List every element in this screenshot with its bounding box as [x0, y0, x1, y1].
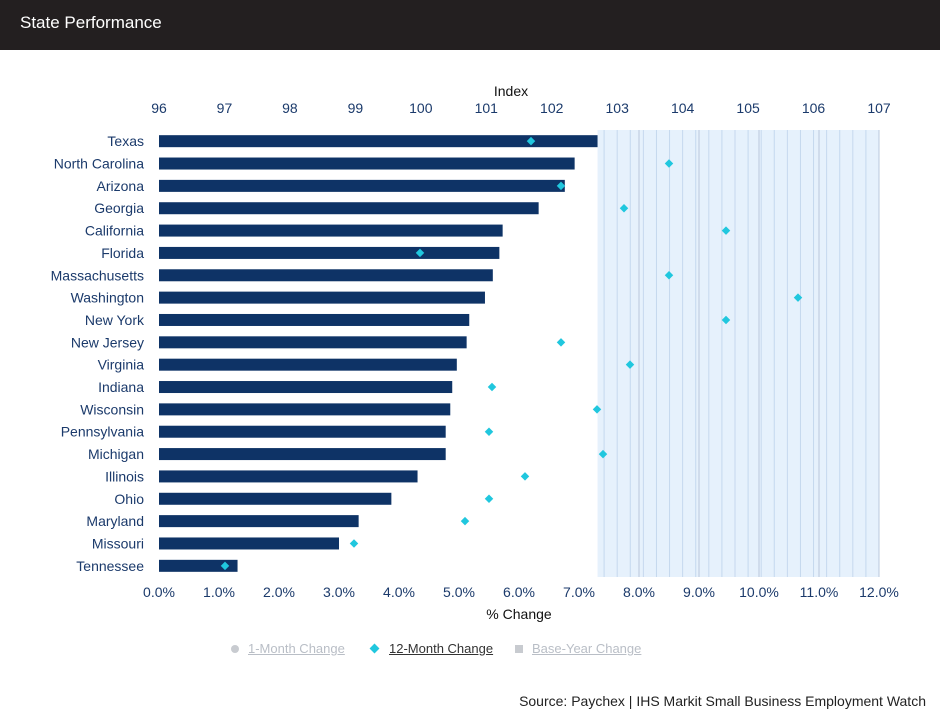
- diamond-marker: [349, 539, 359, 548]
- diamond-marker: [664, 271, 674, 280]
- top-tick-label: 106: [802, 100, 826, 116]
- bar: [159, 492, 392, 505]
- bar: [159, 470, 418, 483]
- top-tick-label: 102: [540, 100, 564, 116]
- bar: [159, 515, 359, 528]
- bar: [159, 448, 446, 461]
- bottom-axis-title: % Change: [486, 606, 552, 622]
- diamond-icon: [369, 643, 380, 654]
- diamond-marker: [487, 382, 497, 392]
- bottom-tick-label: 3.0%: [323, 584, 355, 600]
- bar: [159, 269, 493, 282]
- category-label: New Jersey: [71, 334, 144, 350]
- legend-item-12-month[interactable]: 12-Month Change: [369, 641, 493, 656]
- bar: [159, 559, 238, 572]
- bar: [159, 157, 575, 170]
- state-performance-chart: Texas North Carolina Arizona Georgia Califor…: [51, 83, 899, 622]
- legend-label: 1-Month Change: [248, 641, 345, 656]
- bottom-tick-label: 7.0%: [563, 584, 595, 600]
- bottom-tick-label: 1.0%: [203, 584, 235, 600]
- diamond-marker: [592, 405, 602, 414]
- category-label: Washington: [71, 290, 144, 306]
- bottom-tick-label: 9.0%: [683, 584, 715, 600]
- bottom-tick-label: 2.0%: [263, 584, 295, 600]
- bar: [159, 381, 453, 394]
- top-tick-label: 100: [409, 100, 433, 116]
- category-label: California: [85, 223, 144, 239]
- diamond-marker: [598, 449, 608, 459]
- bar: [159, 336, 467, 349]
- bar: [159, 291, 485, 304]
- square-icon: [515, 644, 523, 653]
- circle-icon: [231, 644, 239, 653]
- bar: [159, 358, 457, 371]
- diamond-marker: [520, 472, 530, 481]
- category-label: Michigan: [88, 446, 144, 462]
- diamond-marker: [556, 338, 566, 347]
- category-label: Florida: [101, 245, 144, 261]
- top-tick-label: 96: [151, 100, 167, 116]
- category-label: Maryland: [86, 513, 144, 529]
- category-label: Tennessee: [76, 558, 144, 574]
- bar: [159, 202, 539, 215]
- category-label: Indiana: [98, 379, 144, 395]
- bar: [159, 224, 503, 237]
- bottom-tick-label: 12.0%: [859, 584, 899, 600]
- top-tick-label: 105: [736, 100, 760, 116]
- bottom-tick-label: 6.0%: [503, 584, 535, 600]
- category-label: North Carolina: [54, 156, 144, 172]
- page-title: State Performance: [20, 13, 162, 32]
- bottom-tick-label: 4.0%: [383, 584, 415, 600]
- bar: [159, 246, 500, 259]
- bar: [159, 537, 339, 550]
- top-tick-label: 107: [867, 100, 891, 116]
- legend-item-1-month[interactable]: 1-Month Change: [231, 641, 345, 656]
- bottom-tick-label: 10.0%: [739, 584, 779, 600]
- bottom-tick-label: 5.0%: [443, 584, 475, 600]
- category-label: Ohio: [114, 491, 144, 507]
- diamond-marker: [460, 516, 470, 526]
- category-label: Wisconsin: [80, 401, 144, 417]
- category-label: Massachusetts: [51, 267, 144, 283]
- category-label: Missouri: [92, 535, 144, 551]
- diamond-marker: [415, 248, 425, 258]
- category-label: Virginia: [98, 357, 145, 373]
- bar: [159, 403, 451, 416]
- plot-shade: [597, 130, 879, 577]
- bar: [159, 135, 598, 148]
- category-label: Illinois: [105, 468, 144, 484]
- diamond-marker: [484, 494, 494, 504]
- category-label: Georgia: [94, 200, 144, 216]
- bar: [159, 425, 446, 438]
- top-tick-label: 99: [348, 100, 364, 116]
- chart-legend: 1-Month Change 12-Month Change Base-Year…: [0, 641, 940, 661]
- top-tick-label: 101: [475, 100, 499, 116]
- diamond-marker: [625, 360, 635, 369]
- top-tick-label: 103: [606, 100, 630, 116]
- bottom-tick-label: 8.0%: [623, 584, 655, 600]
- bar: [159, 313, 470, 326]
- header-bar: State Performance: [0, 0, 940, 50]
- source-note: Source: Paychex | IHS Markit Small Busin…: [519, 693, 926, 709]
- top-axis-title: Index: [494, 83, 528, 99]
- top-tick-label: 104: [671, 100, 695, 116]
- legend-label: 12-Month Change: [389, 641, 494, 656]
- bar: [159, 179, 565, 192]
- diamond-marker: [484, 427, 494, 436]
- category-label: Arizona: [97, 178, 145, 194]
- diamond-marker: [721, 315, 731, 325]
- legend-label: Base-Year Change: [532, 641, 642, 656]
- top-tick-label: 98: [282, 100, 298, 116]
- category-label: New York: [85, 312, 145, 328]
- category-label: Texas: [107, 133, 144, 149]
- top-tick-label: 97: [217, 100, 233, 116]
- bottom-tick-label: 0.0%: [143, 584, 175, 600]
- bottom-tick-label: 11.0%: [800, 584, 839, 600]
- legend-item-base-year[interactable]: Base-Year Change: [515, 641, 641, 656]
- diamond-marker: [793, 293, 803, 302]
- category-label: Pennsylvania: [61, 424, 144, 440]
